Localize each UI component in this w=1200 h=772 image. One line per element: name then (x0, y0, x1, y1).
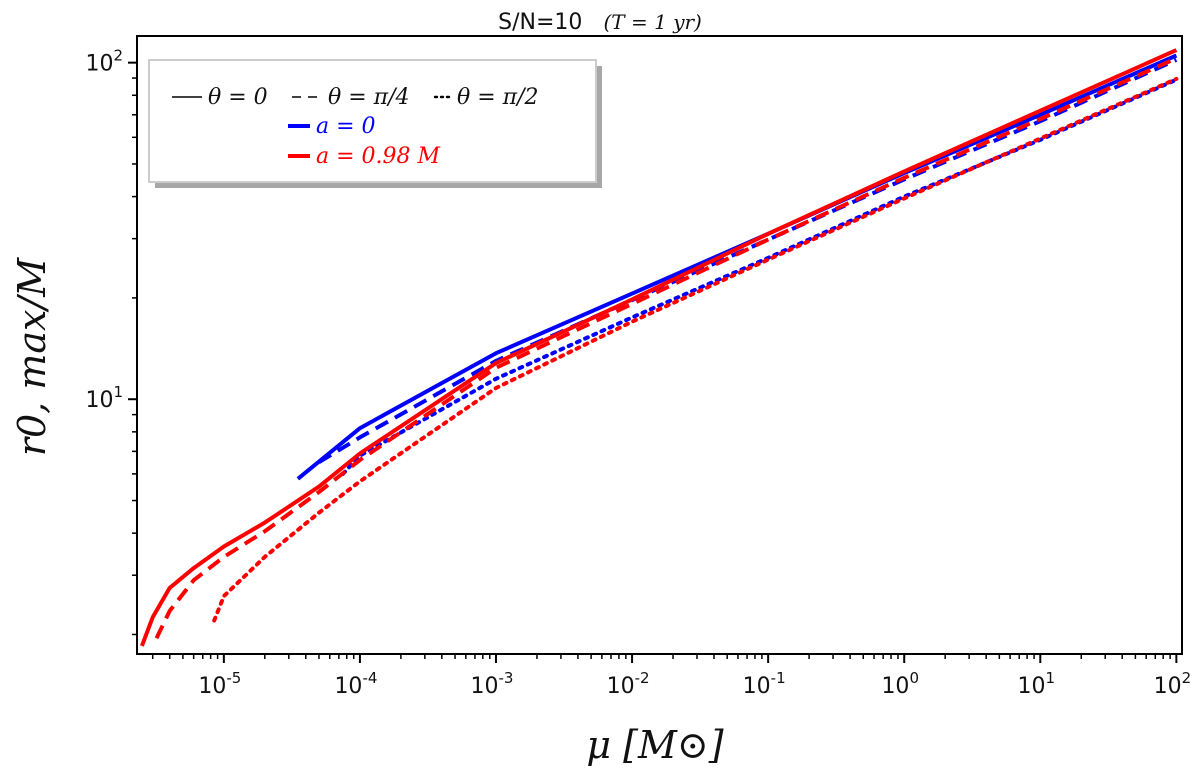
chart-title-suffix: (T = 1 yr) (604, 10, 702, 34)
tick-layer: 10-5 10-4 10-3 10-2 10-1 100 101 102 101 102 (85, 47, 1191, 699)
legend-color-label-1: a = 0.98 M (316, 144, 441, 169)
x-axis-label: μ [M⊙] (586, 723, 723, 767)
legend: θ = 0 θ = π/4 θ = π/2 a = 0 a = 0.98 M (148, 59, 602, 188)
legend-style-label-0: θ = 0 (208, 85, 268, 110)
x-tick-label-5: 100 (881, 669, 919, 699)
y-tick-label-0: 101 (85, 383, 123, 413)
x-tick-label-2: 10-3 (471, 669, 514, 699)
x-tick-label-6: 101 (1018, 669, 1056, 699)
series-layer (140, 48, 1179, 647)
legend-box (148, 59, 597, 183)
legend-style-label-1: θ = π/4 (328, 85, 410, 110)
series-line-5 (212, 76, 1179, 623)
x-tick-label-7: 102 (1154, 669, 1192, 699)
plot-area-frame (136, 35, 1183, 655)
y-axis-label: r0, max/M (10, 257, 54, 456)
x-tick-label-4: 10-1 (743, 669, 786, 699)
y-tick-label-1: 102 (85, 47, 123, 77)
legend-style-label-2: θ = π/2 (457, 85, 539, 110)
chart-title-main: S/N=10 (498, 10, 582, 35)
series-line-3 (140, 48, 1178, 647)
x-tick-label-1: 10-4 (334, 669, 377, 699)
legend-color-label-0: a = 0 (316, 114, 376, 139)
chart-title: S/N=10 (T = 1 yr) (498, 10, 702, 35)
series-line-0 (296, 53, 1178, 481)
x-tick-label-3: 10-2 (607, 669, 650, 699)
x-tick-label-0: 10-5 (198, 669, 241, 699)
series-line-4 (154, 56, 1178, 640)
